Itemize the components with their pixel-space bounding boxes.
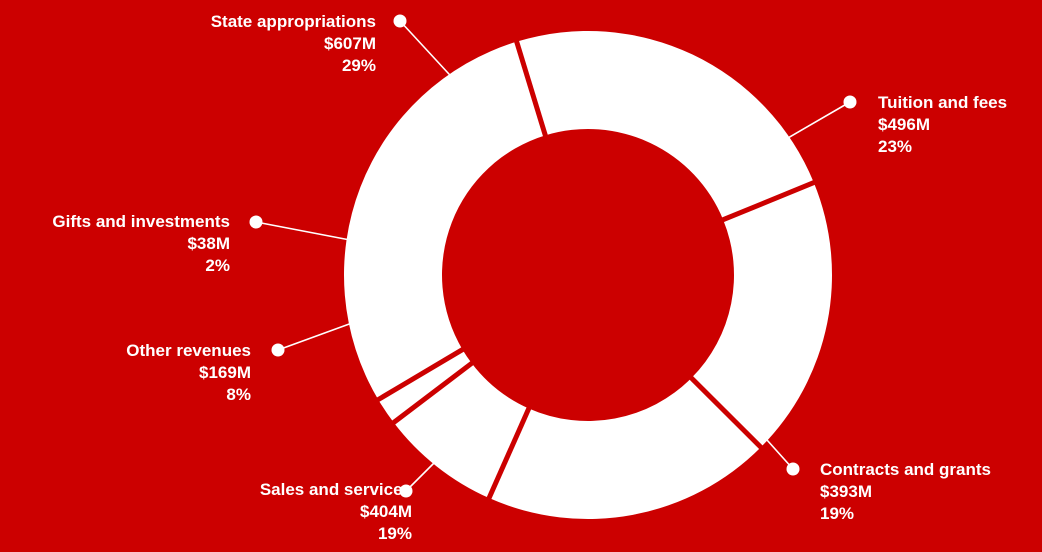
leader-dot bbox=[399, 484, 413, 498]
slice-name: Contracts and grants bbox=[820, 460, 991, 479]
slice-name: Gifts and investments bbox=[52, 212, 230, 231]
donut-slice bbox=[516, 31, 814, 220]
label-other-revenues: Other revenues $169M 8% bbox=[126, 340, 251, 406]
label-gifts-and-investments: Gifts and investments $38M 2% bbox=[52, 211, 230, 277]
donut-slice bbox=[489, 378, 761, 519]
slice-separator bbox=[375, 346, 466, 403]
leader-line bbox=[761, 101, 851, 154]
donut-slice bbox=[691, 182, 833, 448]
leader-dot bbox=[249, 215, 263, 229]
slice-name: Other revenues bbox=[126, 341, 251, 360]
slice-separator bbox=[390, 360, 475, 426]
slice-amount: $404M bbox=[360, 502, 412, 521]
label-tuition-and-fees: Tuition and fees $496M 23% bbox=[878, 92, 1007, 158]
label-sales-and-services: Sales and services $404M 19% bbox=[260, 479, 412, 545]
slice-amount: $496M bbox=[878, 115, 930, 134]
leader-line bbox=[399, 20, 461, 87]
leader-line bbox=[255, 221, 351, 241]
slice-amount: $38M bbox=[187, 234, 230, 253]
slice-separator bbox=[688, 374, 765, 451]
slice-amount: $607M bbox=[324, 34, 376, 53]
slice-percent: 23% bbox=[878, 137, 913, 156]
leader-line bbox=[277, 322, 353, 351]
slice-name: Sales and services bbox=[259, 480, 412, 499]
label-contracts-and-grants: Contracts and grants $393M 19% bbox=[820, 459, 991, 525]
slice-percent: 19% bbox=[820, 504, 855, 523]
slice-separator bbox=[485, 405, 532, 501]
leader-line bbox=[405, 451, 446, 492]
donut-slice bbox=[378, 349, 472, 423]
label-state-appropriations: State appropriations $607M 29% bbox=[211, 11, 376, 77]
slice-amount: $169M bbox=[199, 363, 251, 382]
slice-name: Tuition and fees bbox=[878, 93, 1008, 112]
slice-percent: 8% bbox=[226, 385, 251, 404]
slice-name: State appropriations bbox=[210, 12, 376, 31]
leader-dot bbox=[393, 14, 407, 28]
slice-separator bbox=[513, 39, 549, 139]
slice-percent: 19% bbox=[377, 524, 412, 543]
leader-dot bbox=[271, 343, 285, 357]
leader-dot bbox=[786, 462, 800, 476]
slice-separator bbox=[720, 179, 817, 223]
leader-line bbox=[757, 429, 794, 470]
donut-slice bbox=[344, 41, 546, 400]
slice-percent: 2% bbox=[205, 256, 230, 275]
slice-percent: 29% bbox=[341, 56, 376, 75]
slice-amount: $393M bbox=[820, 482, 872, 501]
leader-dot bbox=[843, 95, 857, 109]
